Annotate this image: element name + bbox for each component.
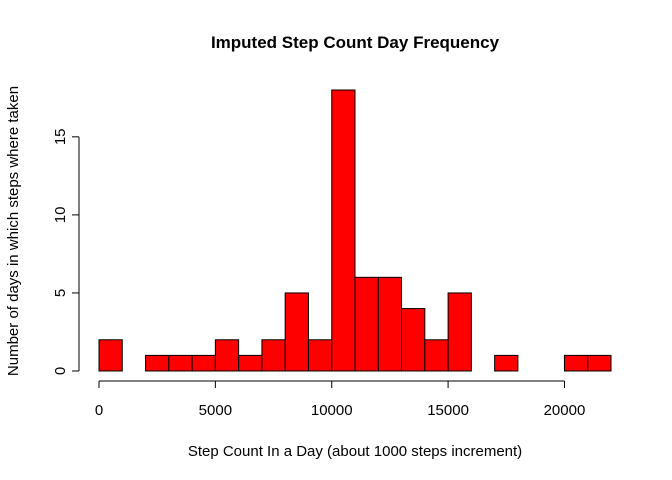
y-tick-label: 0 <box>52 367 69 375</box>
histogram-bar <box>238 354 263 372</box>
chart-title: Imputed Step Count Day Frequency <box>211 33 500 52</box>
histogram-bar <box>563 354 589 372</box>
y-tick-label: 5 <box>52 289 69 297</box>
y-tick-label: 15 <box>52 128 69 145</box>
histogram-bar <box>447 292 472 372</box>
bars-group <box>98 89 612 372</box>
histogram-bar <box>354 276 379 372</box>
y-axis-label: Number of days in which steps where take… <box>5 86 22 376</box>
x-tick-label: 15000 <box>427 402 469 419</box>
x-tick-label: 20000 <box>544 402 586 419</box>
histogram-bar <box>307 339 333 372</box>
histogram-bar <box>377 276 403 372</box>
histogram-bar <box>587 354 612 372</box>
histogram-bar <box>261 339 286 372</box>
x-axis-label: Step Count In a Day (about 1000 steps in… <box>188 443 522 460</box>
histogram-bar <box>214 339 240 372</box>
x-tick-label: 0 <box>95 402 103 419</box>
histogram-bar <box>191 354 216 372</box>
x-axis: 0 5000 10000 15000 20000 <box>95 380 586 419</box>
histogram-bar <box>494 354 519 372</box>
histogram-bar <box>284 292 309 372</box>
histogram-bar <box>401 308 426 372</box>
y-tick-label: 10 <box>52 207 69 224</box>
histogram-bar <box>331 89 356 372</box>
x-tick-label: 5000 <box>199 402 232 419</box>
y-axis: 0 5 10 15 <box>52 128 80 375</box>
x-tick-label: 10000 <box>311 402 353 419</box>
histogram-bar <box>145 354 170 372</box>
histogram-bar <box>168 354 193 372</box>
histogram-bar <box>98 339 123 372</box>
histogram-bar <box>424 339 449 372</box>
